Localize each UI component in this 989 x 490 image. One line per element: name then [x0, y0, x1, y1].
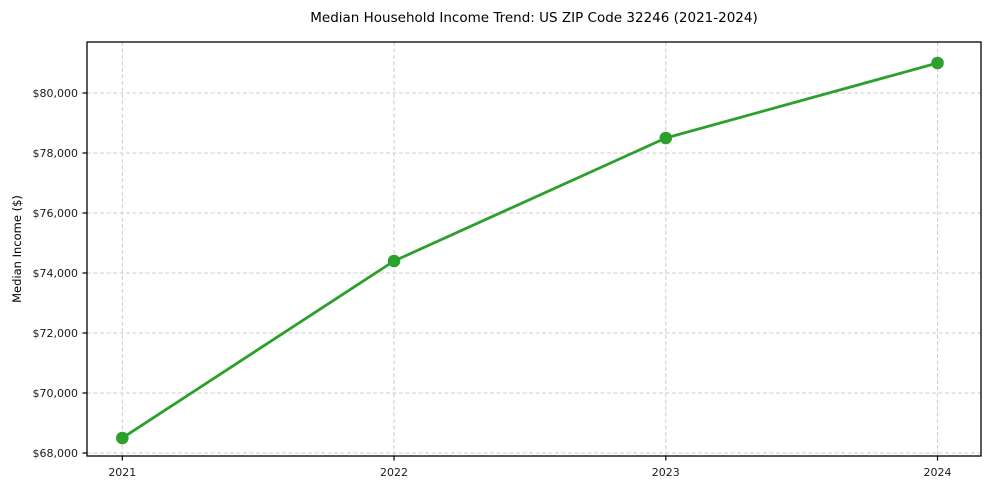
grid-layer	[87, 42, 981, 456]
x-tick-label: 2021	[108, 466, 136, 479]
data-point	[659, 131, 673, 145]
chart-title: Median Household Income Trend: US ZIP Co…	[310, 10, 758, 26]
data-point	[387, 254, 401, 268]
y-tick-label: $74,000	[33, 267, 79, 280]
ticks-layer	[82, 92, 939, 461]
data-point	[116, 431, 129, 445]
x-tick-label: 2023	[652, 466, 680, 479]
y-tick-label: $76,000	[33, 207, 79, 220]
x-tick-label: 2024	[924, 466, 952, 479]
data-point	[931, 56, 944, 70]
y-axis-title: Median Income ($)	[10, 195, 24, 303]
x-tick-label: 2022	[380, 466, 408, 479]
y-tick-label: $68,000	[33, 447, 79, 460]
y-tick-label: $70,000	[33, 387, 79, 400]
tick-labels-layer: 2021 2022 2023 2024 $68,000 $70,000 $72,000 $74…	[33, 87, 952, 479]
series-layer	[116, 56, 944, 445]
trend-line	[120, 61, 939, 440]
y-tick-label: $72,000	[33, 327, 79, 340]
y-tick-label: $78,000	[33, 147, 79, 160]
y-tick-label: $80,000	[33, 87, 79, 100]
plot-border	[86, 41, 982, 457]
